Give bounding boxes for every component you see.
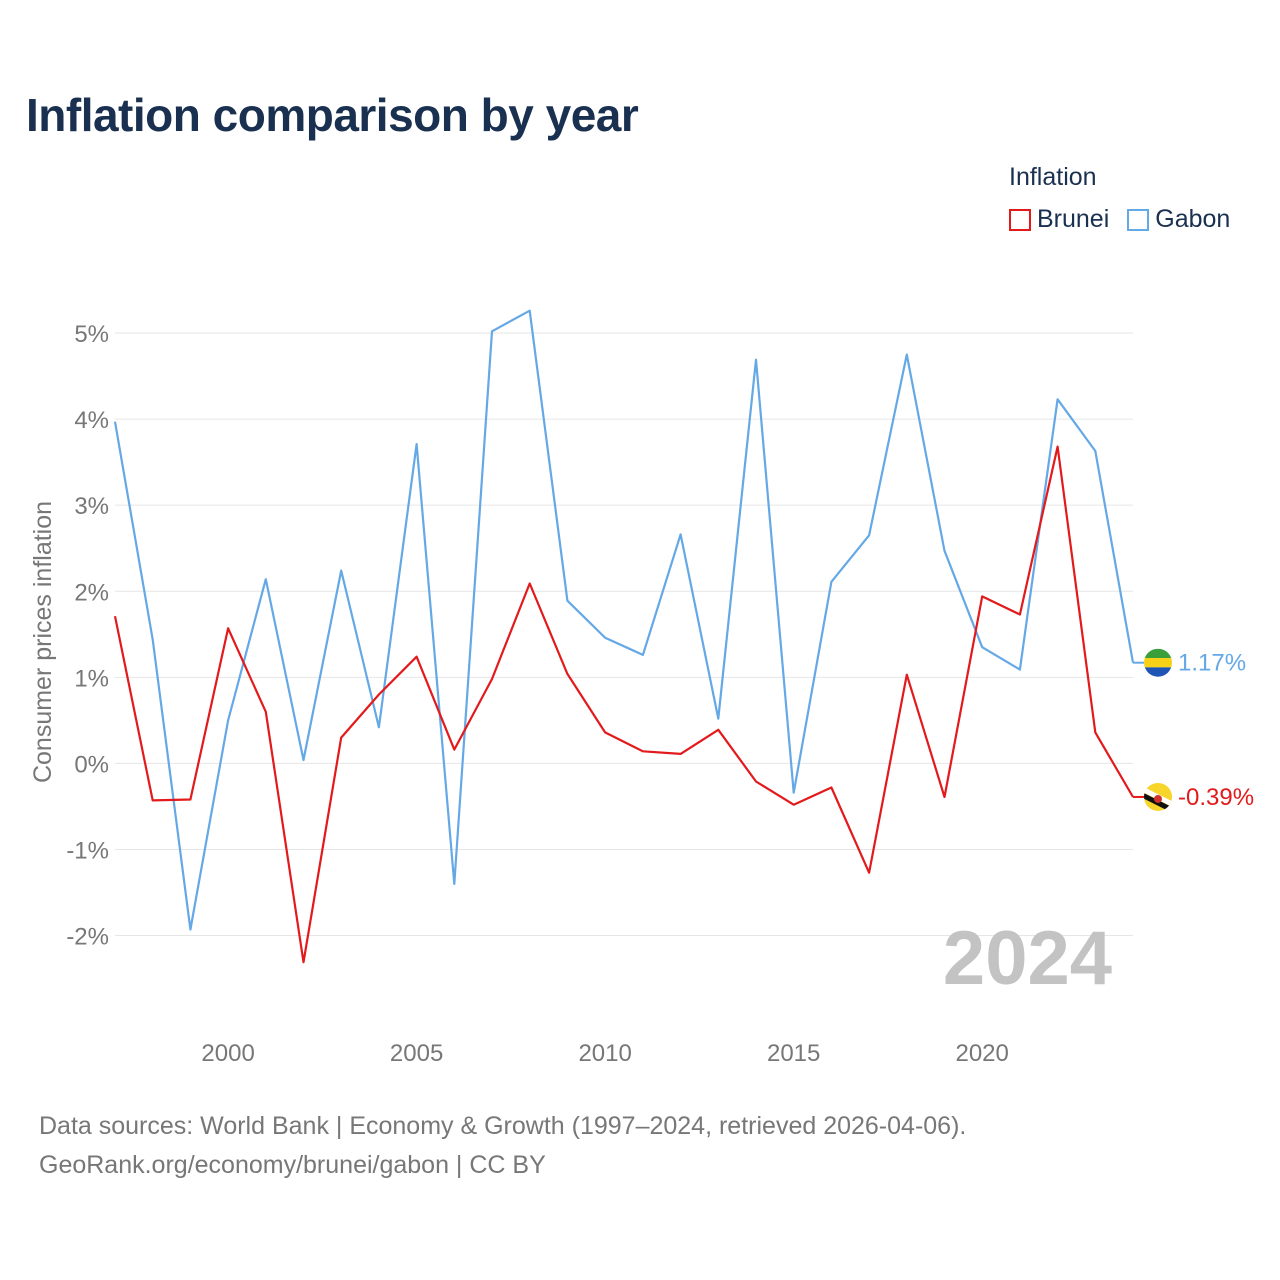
x-tick-label: 2010 (578, 1040, 631, 1067)
y-tick-label: 5% (74, 321, 109, 348)
series-line-gabon (113, 309, 1135, 931)
line-chart: 2024 Consumer prices inflation -2% -1% 0% 1… (29, 309, 1254, 1067)
legend-label-brunei: Brunei (1037, 205, 1110, 233)
year-watermark: 2024 (943, 916, 1112, 1001)
source-line-2[interactable]: GeoRank.org/economy/brunei/gabon | CC BY (39, 1151, 546, 1179)
end-markers: 1.17% -0.39% (1144, 648, 1254, 811)
y-tick-label: 3% (74, 493, 109, 520)
x-tick-label: 2005 (390, 1040, 443, 1067)
gabon-end-label: 1.17% (1178, 650, 1246, 677)
x-tick-label: 2000 (201, 1040, 254, 1067)
brunei-end-label: -0.39% (1178, 784, 1254, 811)
y-tick-label: 2% (74, 579, 109, 606)
source-note: Data sources: World Bank | Economy & Gro… (39, 1107, 966, 1185)
page-title: Inflation comparison by year (26, 89, 639, 141)
legend-item-brunei[interactable]: Brunei (1009, 205, 1109, 234)
x-tick-label: 2015 (767, 1040, 820, 1067)
grid (115, 332, 1133, 937)
legend-swatch-gabon (1127, 208, 1150, 231)
gabon-flag-icon (1144, 648, 1172, 677)
y-tick-label: -1% (66, 837, 109, 864)
series-line-brunei (113, 445, 1134, 964)
legend: Brunei Gabon (1009, 205, 1230, 234)
legend-label-gabon: Gabon (1155, 205, 1231, 233)
source-line-1: Data sources: World Bank | Economy & Gro… (39, 1112, 967, 1140)
y-tick-labels: -2% -1% 0% 1% 2% 3% 4% 5% (66, 321, 109, 951)
legend-swatch-brunei (1009, 208, 1031, 231)
x-tick-labels: 2000 2005 2010 2015 2020 (201, 1040, 1008, 1067)
y-tick-label: 4% (74, 407, 109, 434)
legend-title: Inflation (1009, 163, 1097, 191)
y-tick-label: -2% (66, 924, 109, 951)
y-axis-label: Consumer prices inflation (29, 501, 57, 783)
y-tick-label: 1% (74, 665, 109, 692)
legend-item-gabon[interactable]: Gabon (1127, 205, 1230, 234)
x-tick-label: 2020 (955, 1040, 1008, 1067)
brunei-flag-icon (1144, 782, 1172, 811)
series-lines (113, 309, 1144, 964)
y-tick-label: 0% (74, 751, 109, 778)
